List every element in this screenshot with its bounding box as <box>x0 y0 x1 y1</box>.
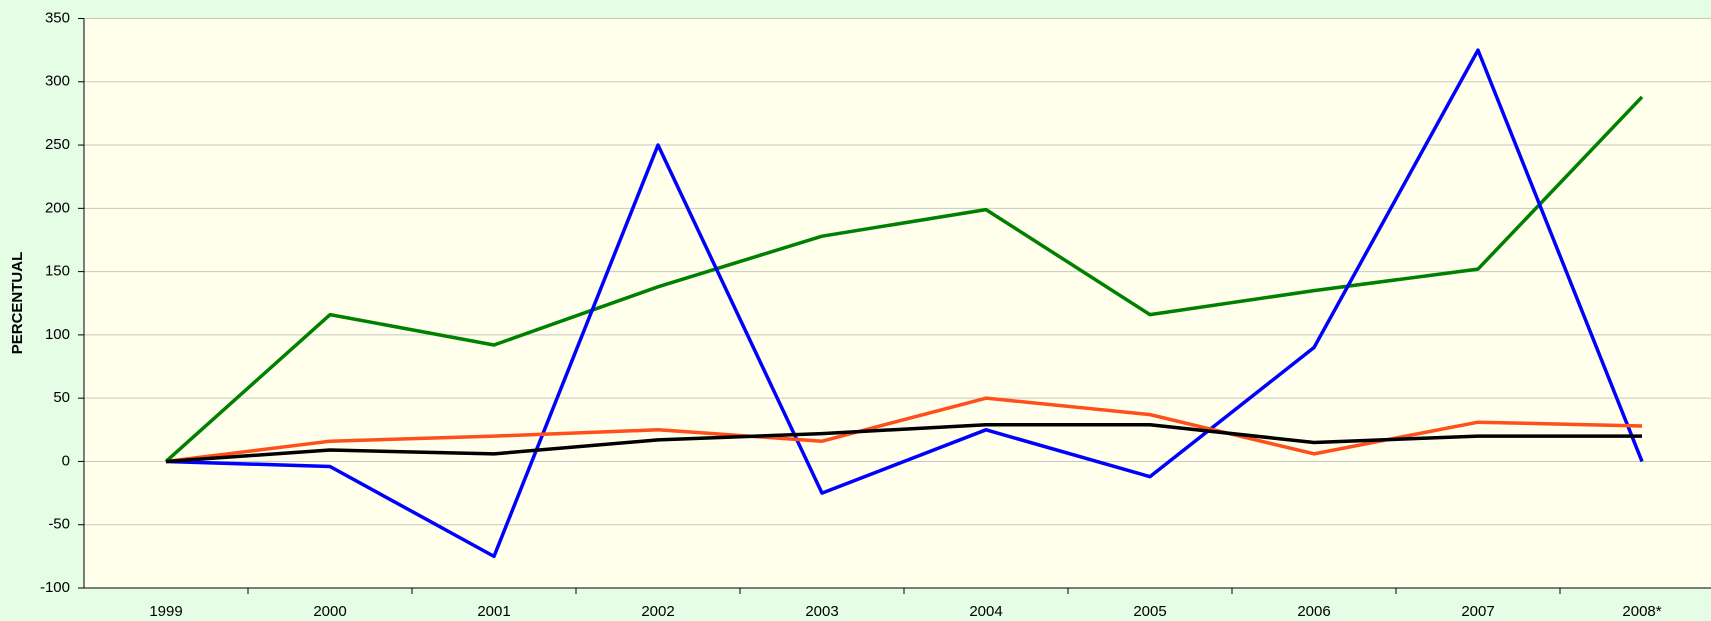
x-tick-label: 2006 <box>1297 603 1330 620</box>
y-tick-label: 0 <box>62 452 70 469</box>
y-tick-label: -100 <box>40 579 70 596</box>
x-tick-label: 2007 <box>1461 603 1494 620</box>
plot-area <box>84 18 1711 588</box>
y-tick-label: -50 <box>48 516 70 533</box>
x-tick-label: 1999 <box>149 603 182 620</box>
x-tick-label: 2008* <box>1622 603 1661 620</box>
y-tick-label: 200 <box>45 199 70 216</box>
x-tick-label: 2005 <box>1133 603 1166 620</box>
y-tick-label: 350 <box>45 9 70 26</box>
y-tick-label: 300 <box>45 73 70 90</box>
series-line <box>164 95 1644 463</box>
y-tick-label: 250 <box>45 136 70 153</box>
x-tick-label: 2003 <box>805 603 838 620</box>
y-axis-label: PERCENTUAL <box>9 252 26 355</box>
x-tick-label: 2000 <box>313 603 346 620</box>
series-line <box>165 48 1644 559</box>
y-tick-label: 150 <box>45 263 70 280</box>
x-tick-label: 2001 <box>477 603 510 620</box>
series-line <box>165 422 1642 464</box>
y-tick-label: 100 <box>45 326 70 343</box>
x-tick-label: 2002 <box>641 603 674 620</box>
x-tick-label: 2004 <box>969 603 1002 620</box>
y-tick-label: 50 <box>53 389 70 406</box>
